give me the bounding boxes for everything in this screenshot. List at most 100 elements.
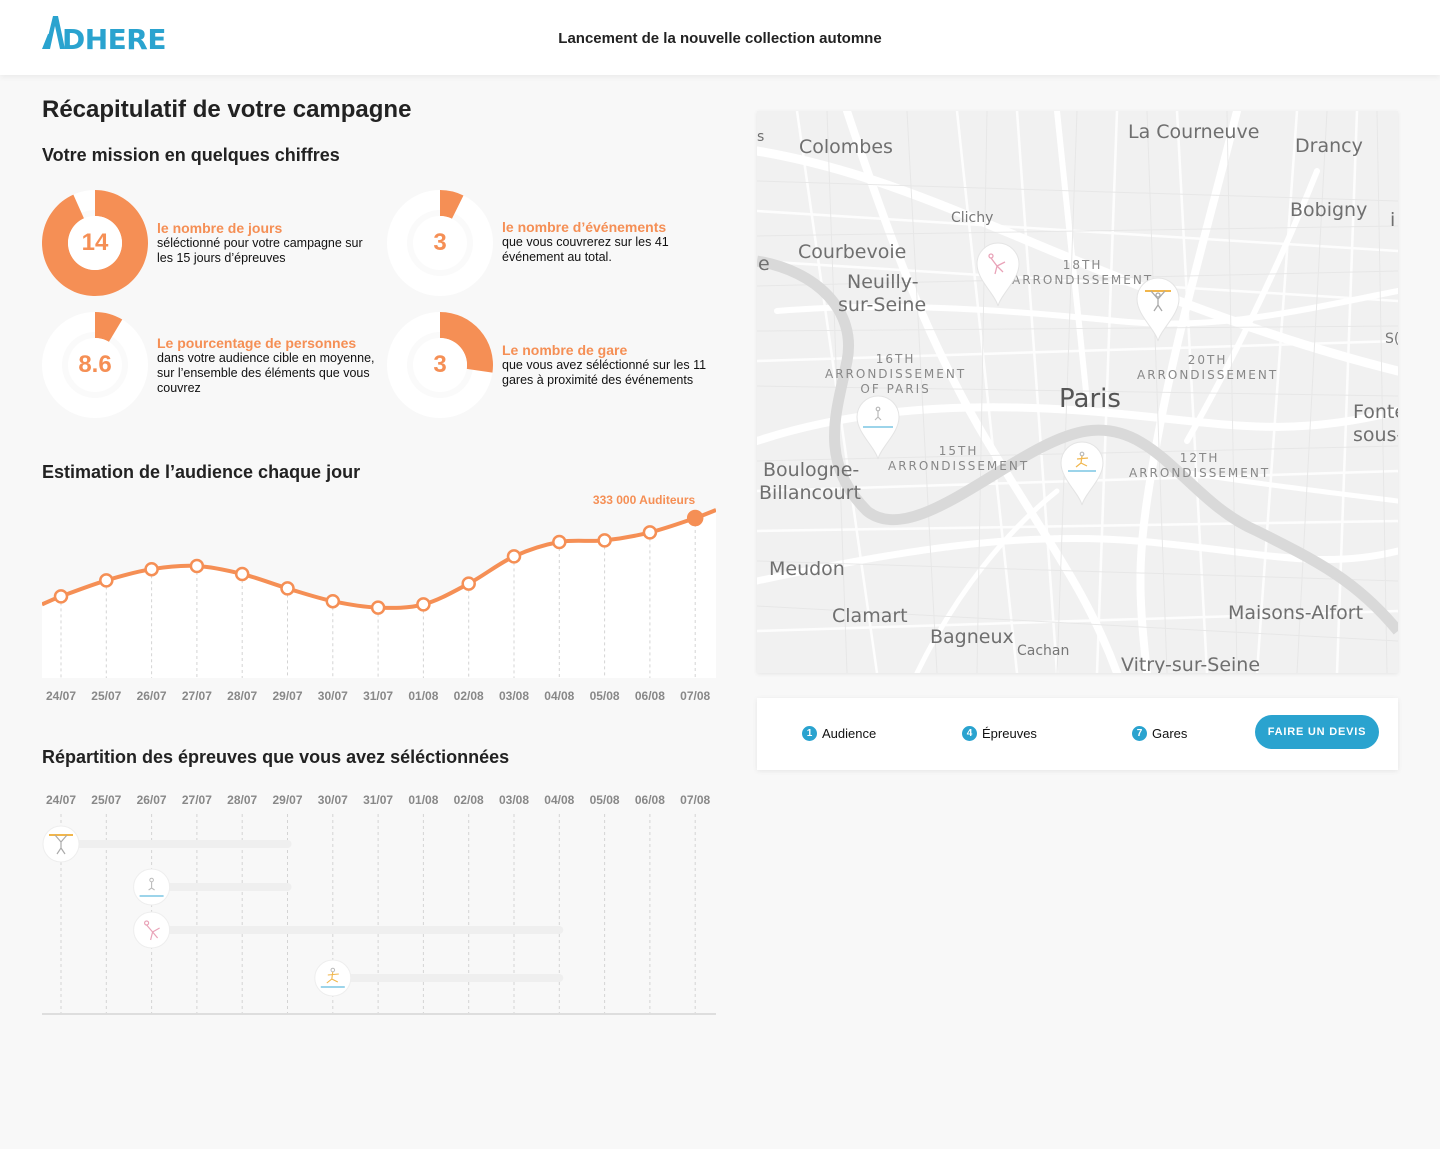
map-city-label: Fonte	[1353, 401, 1398, 423]
x-tick-label: 07/08	[680, 689, 710, 703]
stat-stations-value: 3	[433, 351, 447, 378]
donut-hole	[413, 216, 467, 270]
summary-audience[interactable]: 1 Audience	[802, 726, 876, 741]
audience-point[interactable]	[189, 558, 205, 574]
x-tick-label: 25/07	[91, 793, 121, 807]
map-arrondissement-label: 12TH ARRONDISSEMENT	[1129, 451, 1271, 480]
audience-point[interactable]	[53, 589, 69, 604]
map-city-label: Clichy	[951, 210, 994, 226]
map-pin-surfing[interactable]	[1059, 441, 1105, 507]
map-arrondissement-label: 20TH ARRONDISSEMENT	[1137, 353, 1279, 382]
map-city-label: Billancourt	[759, 482, 861, 504]
map-city-label: Bobigny	[1290, 199, 1368, 221]
stat-days-label: le nombre de jours	[157, 220, 283, 236]
x-tick-label: 27/07	[182, 689, 212, 703]
stat-events-label: le nombre d’événements	[502, 219, 667, 235]
x-tick-label: 29/07	[272, 793, 302, 807]
x-tick-label: 03/08	[499, 689, 529, 703]
map-pin-swimming[interactable]	[855, 395, 901, 461]
x-tick-label: 01/08	[408, 689, 438, 703]
map-pin-weightlifting[interactable]	[1135, 277, 1181, 343]
map-city-label: Drancy	[1295, 135, 1363, 157]
audience-annotation: 333 000 Auditeurs	[593, 493, 696, 507]
donut-hole	[413, 338, 467, 392]
donut-segment	[42, 190, 148, 296]
map-pin-gymnastics[interactable]	[975, 242, 1021, 308]
map-city-label: Bagneux	[930, 626, 1014, 648]
x-tick-label: 05/08	[590, 689, 620, 703]
x-tick-label: 26/07	[137, 793, 167, 807]
swimming-icon	[863, 406, 893, 428]
map-city-paris: Paris	[1059, 384, 1121, 414]
audience-point[interactable]	[370, 600, 386, 615]
mission-title: Votre mission en quelques chiffres	[42, 145, 340, 165]
epreuve-bar[interactable]	[61, 840, 292, 848]
swimming-icon[interactable]	[133, 868, 171, 906]
x-tick-label: 24/07	[46, 689, 76, 703]
gymnastics-icon	[988, 253, 1006, 275]
audience-point[interactable]	[597, 533, 612, 548]
summary-audience-label: Audience	[822, 726, 877, 741]
events-map[interactable]: Colombes La Courneuve Drancy Bobigny Cli…	[757, 111, 1398, 673]
adhere-logo[interactable]: DHERE	[42, 14, 172, 56]
map-arrondissement-label: 16TH ARRONDISSEMENT OF PARIS	[825, 352, 967, 396]
x-tick-label: 26/07	[137, 689, 167, 703]
audience-point[interactable]	[280, 581, 295, 596]
map-edge-label: s	[757, 129, 765, 145]
logo-a-icon	[42, 16, 65, 49]
stat-days: 14 le nombre de jours séléctionné pour v…	[42, 190, 382, 300]
summary-epreuves-count: 4	[962, 726, 977, 741]
x-tick-label: 24/07	[46, 793, 76, 807]
stat-stations: 3 Le nombre de gare que vous avez séléct…	[387, 312, 727, 422]
audience-point[interactable]	[552, 534, 567, 550]
donut-hole	[68, 338, 122, 392]
audience-point[interactable]	[234, 566, 250, 582]
donut-segment	[95, 312, 123, 342]
map-city-label: Colombes	[799, 136, 893, 158]
summary-epreuves[interactable]: 4 Épreuves	[962, 726, 1037, 741]
donut-segment	[440, 190, 464, 219]
x-tick-label: 30/07	[318, 793, 348, 807]
map-arrondissement-label: 15TH ARRONDISSEMENT	[888, 444, 1030, 473]
logo-text: DHERE	[62, 23, 167, 56]
audience-point[interactable]	[144, 561, 159, 577]
stat-stations-label: Le nombre de gare	[502, 342, 628, 358]
map-arrondissement-label: 18TH ARRONDISSEMENT	[1012, 258, 1154, 287]
x-tick-label: 03/08	[499, 793, 529, 807]
x-tick-label: 31/07	[363, 689, 393, 703]
stat-percentage: 8.6 Le pourcentage de personnes dans vot…	[42, 312, 382, 422]
map-city-label: Vitry-sur-Seine	[1121, 654, 1261, 673]
donut-events	[387, 190, 493, 296]
epreuve-bar[interactable]	[151, 926, 564, 934]
epreuves-title: Répartition des épreuves que vous avez s…	[42, 747, 510, 767]
epreuve-bar[interactable]	[332, 974, 564, 982]
epreuves-gantt: 24/07 25/07 26/07 27/07 28/07 29/07 30/07 31/07…	[42, 793, 716, 1015]
x-tick-label: 30/07	[318, 689, 348, 703]
x-tick-label: 28/07	[227, 689, 257, 703]
x-tick-label: 28/07	[227, 793, 257, 807]
epreuve-bar[interactable]	[151, 883, 292, 891]
stat-percentage-desc: dans votre audience cible en moyenne, su…	[157, 351, 375, 395]
x-tick-label: 04/08	[544, 689, 574, 703]
map-city-label: sous-	[1353, 424, 1398, 446]
audience-chart: 24/07 25/07 26/07 27/07 28/07 29/07 30/07 31/07…	[41, 490, 717, 712]
page-title: Récapitulatif de votre campagne	[42, 96, 412, 123]
stat-stations-desc: que vous avez séléctionné sur les 11 gar…	[502, 358, 707, 387]
audience-point[interactable]	[506, 549, 522, 564]
audience-point[interactable]	[325, 593, 341, 609]
surfing-icon	[1068, 451, 1096, 472]
weightlifting-icon[interactable]	[42, 825, 80, 863]
audience-point[interactable]	[416, 597, 431, 612]
x-tick-label: 01/08	[408, 793, 438, 807]
audience-point[interactable]	[99, 573, 114, 588]
summary-gares[interactable]: 7 Gares	[1132, 726, 1187, 741]
audience-point[interactable]	[642, 525, 658, 540]
audience-point[interactable]	[686, 509, 704, 527]
x-tick-label: 29/07	[272, 689, 302, 703]
map-city-label: sur-Seine	[838, 294, 927, 316]
surfing-icon[interactable]	[314, 959, 352, 997]
x-tick-label: 31/07	[363, 793, 393, 807]
gymnastics-icon[interactable]	[133, 911, 171, 949]
faire-un-devis-button[interactable]: FAIRE UN DEVIS	[1255, 715, 1379, 749]
audience-point[interactable]	[461, 576, 476, 591]
